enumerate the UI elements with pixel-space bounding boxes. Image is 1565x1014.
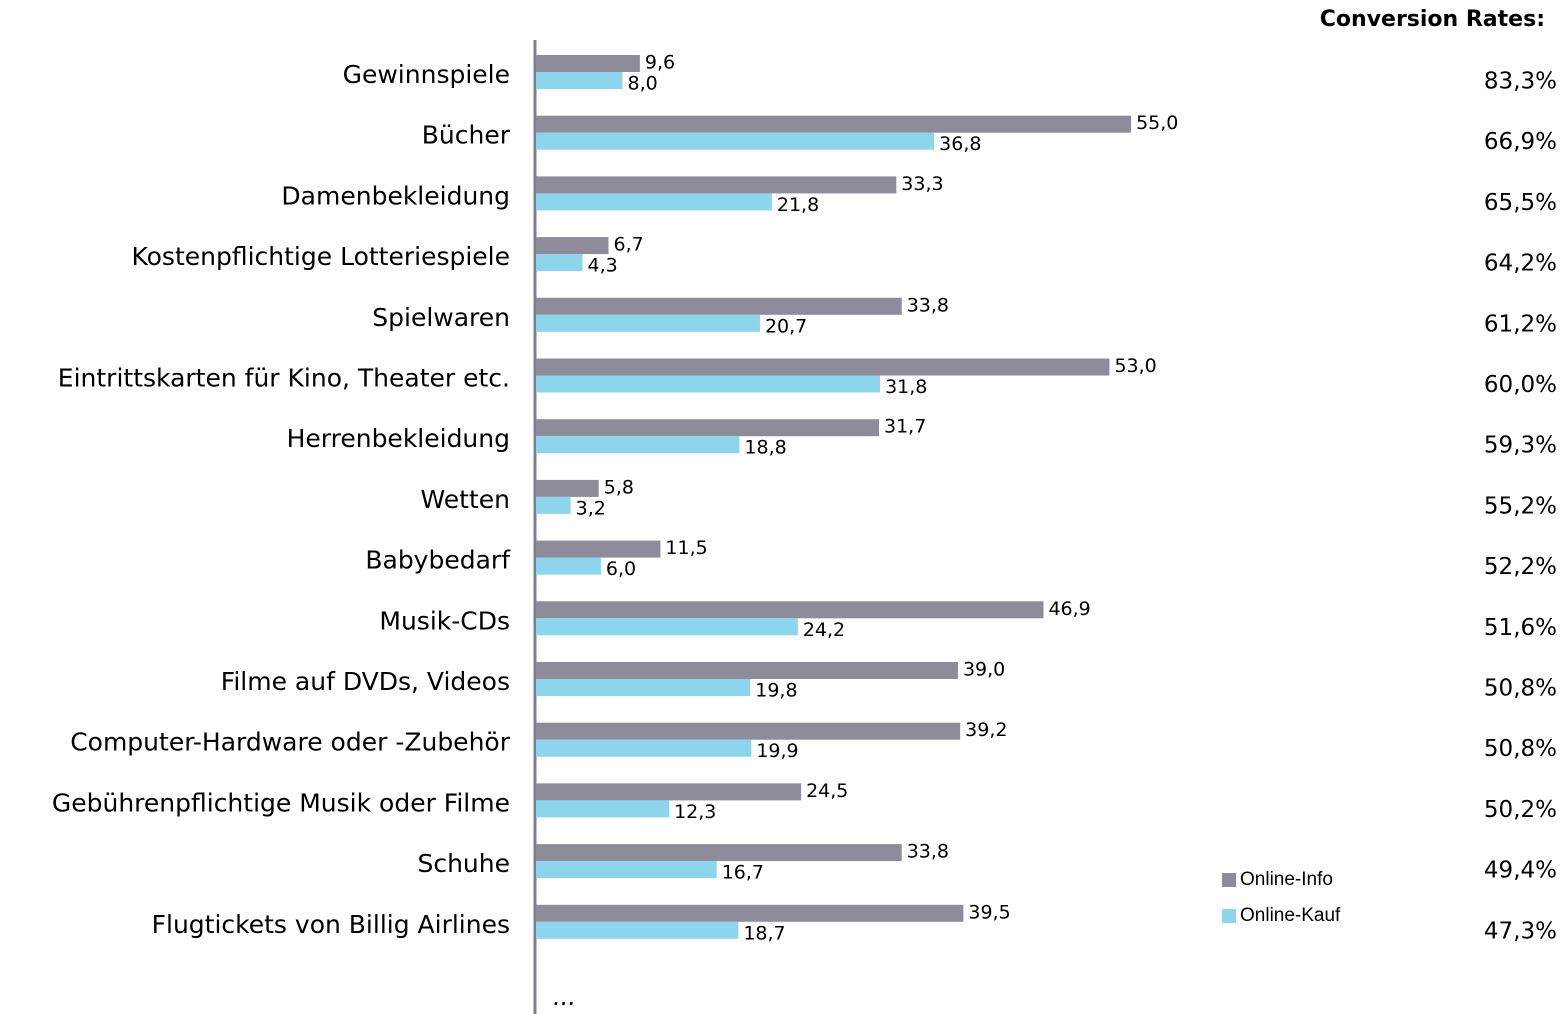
value-label: 46,9 <box>1048 598 1090 620</box>
value-label: 3,2 <box>576 497 606 519</box>
value-label: 20,7 <box>765 315 807 337</box>
value-label: 6,0 <box>606 558 636 580</box>
value-label: 39,5 <box>968 901 1010 923</box>
value-label: 16,7 <box>722 862 764 884</box>
bar <box>536 479 599 497</box>
legend-label: Online-Info <box>1240 869 1333 890</box>
category-label: Gewinnspiele <box>343 60 510 89</box>
conversion-rate: 61,2% <box>1484 311 1557 337</box>
value-label: 31,7 <box>884 416 926 438</box>
annotation: ... <box>553 983 576 1011</box>
conversion-rate: 64,2% <box>1484 251 1557 277</box>
category-label: Herrenbekleidung <box>287 424 510 453</box>
conversion-rate: 50,8% <box>1484 736 1557 762</box>
bar <box>536 739 752 757</box>
bar <box>536 176 897 194</box>
category-label: Kostenpflichtige Lotteriespiele <box>131 242 510 271</box>
conversion-title: Conversion Rates: <box>1320 7 1545 32</box>
conversion-rate: 49,4% <box>1484 858 1557 884</box>
conversion-rate: 47,3% <box>1484 918 1557 944</box>
category-label: Bücher <box>422 121 511 150</box>
bar <box>536 314 760 332</box>
legend-swatch <box>1222 873 1236 887</box>
bar <box>536 662 958 679</box>
value-label: 6,7 <box>613 234 643 256</box>
bar <box>536 55 640 72</box>
category-label: Babybedarf <box>365 546 511 575</box>
value-label: 12,3 <box>674 801 716 823</box>
category-label: Eintrittskarten für Kino, Theater etc. <box>58 364 510 393</box>
bar <box>536 297 902 315</box>
category-label: Flugtickets von Billig Airlines <box>152 910 510 939</box>
bar <box>536 132 935 150</box>
bar <box>536 618 798 636</box>
bar <box>536 557 601 575</box>
value-label: 18,8 <box>744 437 786 459</box>
category-label: Computer-Hardware oder -Zubehör <box>70 728 511 757</box>
category-label: Musik-CDs <box>379 606 510 635</box>
value-label: 33,8 <box>907 841 949 863</box>
bar <box>536 783 802 801</box>
value-label: 19,8 <box>755 680 797 702</box>
bar <box>536 496 571 514</box>
value-label: 8,0 <box>628 73 658 95</box>
bar <box>536 861 717 879</box>
category-label: Filme auf DVDs, Videos <box>221 667 510 696</box>
conversion-rate: 55,2% <box>1484 493 1557 519</box>
category-label: Schuhe <box>417 849 510 878</box>
bar <box>536 193 772 211</box>
bar <box>536 679 751 696</box>
value-label: 18,7 <box>743 922 785 944</box>
bar <box>536 601 1044 619</box>
value-label: 39,2 <box>965 719 1007 741</box>
conversion-rate: 59,3% <box>1484 433 1557 459</box>
value-label: 5,8 <box>604 476 634 498</box>
bar <box>536 72 623 89</box>
conversion-rate: 50,2% <box>1484 797 1557 823</box>
legend-swatch <box>1222 909 1236 923</box>
value-label: 55,0 <box>1136 112 1178 134</box>
value-label: 36,8 <box>939 133 981 155</box>
conversion-rate: 66,9% <box>1484 129 1557 155</box>
bar <box>536 540 661 558</box>
value-label: 9,6 <box>645 52 675 74</box>
conversion-rate: 50,8% <box>1484 676 1557 702</box>
value-label: 33,8 <box>907 294 949 316</box>
value-label: 53,0 <box>1114 355 1156 377</box>
bar <box>536 921 739 939</box>
value-label: 39,0 <box>963 659 1005 681</box>
bar <box>536 254 583 272</box>
value-label: 11,5 <box>665 537 707 559</box>
bar <box>536 115 1132 133</box>
value-label: 24,5 <box>806 780 848 802</box>
value-label: 4,3 <box>588 255 618 277</box>
bar <box>536 800 670 818</box>
bar <box>536 722 961 740</box>
category-label: Wetten <box>421 485 510 514</box>
value-label: 24,2 <box>803 619 845 641</box>
bar <box>536 436 740 454</box>
bar <box>536 237 609 255</box>
bar <box>536 904 964 922</box>
category-label: Gebührenpflichtige Musik oder Filme <box>52 788 510 817</box>
value-label: 33,3 <box>901 173 943 195</box>
bar <box>536 358 1110 376</box>
category-label: Spielwaren <box>372 303 510 332</box>
bar <box>536 419 879 437</box>
conversion-rate: 83,3% <box>1484 69 1557 95</box>
legend-label: Online-Kauf <box>1240 905 1341 926</box>
conversion-rate: 60,0% <box>1484 372 1557 398</box>
bar <box>536 375 881 393</box>
value-label: 19,9 <box>756 740 798 762</box>
value-label: 31,8 <box>885 376 927 398</box>
bar <box>536 844 902 862</box>
conversion-rate: 52,2% <box>1484 554 1557 580</box>
conversion-rate: 51,6% <box>1484 615 1557 641</box>
category-label: Damenbekleidung <box>281 181 510 210</box>
value-label: 21,8 <box>777 194 819 216</box>
conversion-rate: 65,5% <box>1484 190 1557 216</box>
